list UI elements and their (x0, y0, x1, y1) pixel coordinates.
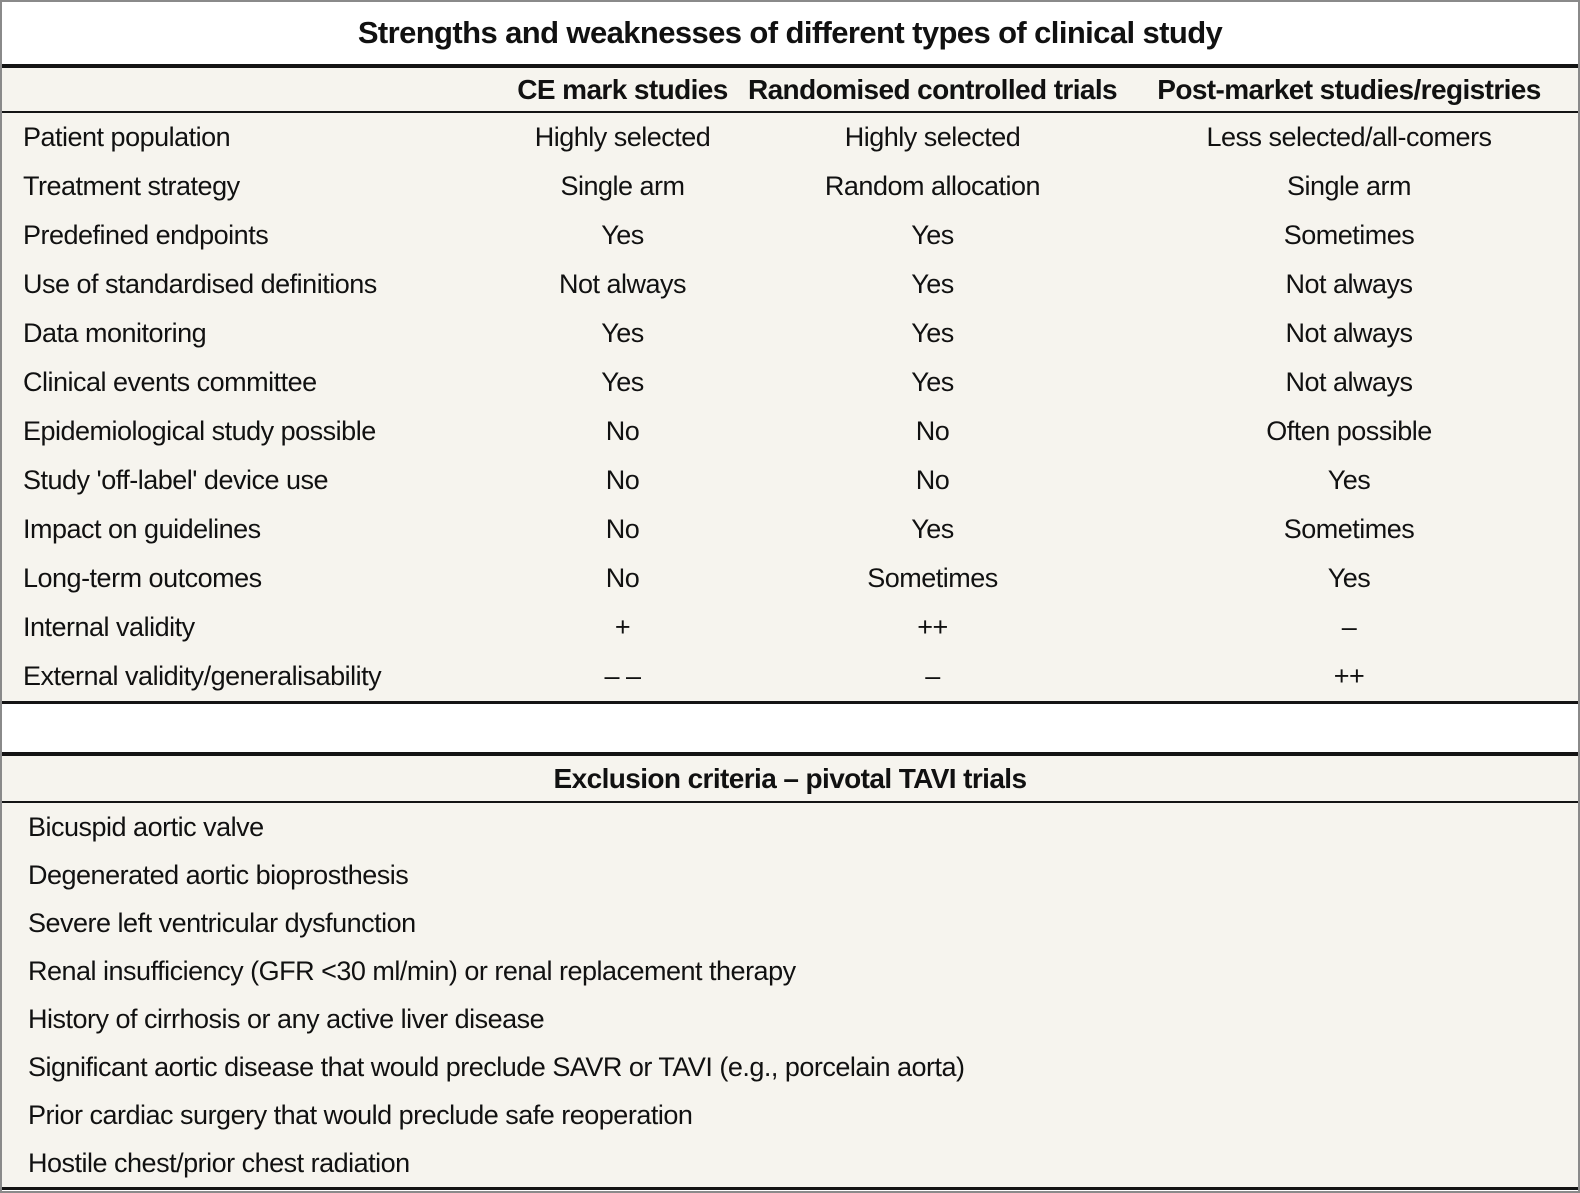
study-table-header-row: CE mark studies Randomised controlled tr… (2, 68, 1578, 113)
cell-value: Single arm (1286, 171, 1412, 201)
column-header-post-market: Post-market studies/registries (1157, 73, 1541, 105)
cell-value: Yes (911, 318, 954, 348)
table-row: Treatment strategy Single arm Random alloc… (2, 162, 1578, 211)
row-label: Data monitoring (23, 318, 207, 348)
cell-value: Yes (911, 514, 954, 544)
row-label: Long-term outcomes (23, 563, 262, 593)
row-label: Clinical events committee (23, 367, 317, 397)
table-row: Patient population Highly selected Highly … (2, 113, 1578, 162)
table-row: Clinical events committee Yes Yes Not alway… (2, 358, 1578, 407)
table-row: Internal validity + ++ – (2, 603, 1578, 652)
cell-value: Random allocation (824, 171, 1041, 201)
cell-value: Yes (911, 220, 954, 250)
row-label: Internal validity (23, 612, 195, 642)
cell-value: Less selected/all-comers (1206, 122, 1492, 152)
cell-value: No (915, 416, 950, 446)
row-label: Epidemiological study possible (23, 416, 376, 446)
cell-value: Highly selected (844, 122, 1021, 152)
study-table-title: Strengths and weaknesses of different ty… (2, 2, 1578, 68)
cell-value: No (605, 514, 640, 544)
cell-value: + (614, 612, 631, 642)
table-row: Long-term outcomes No Sometimes Yes (2, 554, 1578, 603)
list-item: Bicuspid aortic valve (28, 811, 264, 842)
exclusion-table: Exclusion criteria – pivotal TAVI trials… (2, 752, 1578, 1190)
row-label: Impact on guidelines (23, 514, 261, 544)
row-label: Predefined endpoints (23, 220, 269, 250)
row-label: Study 'off-label' device use (23, 465, 329, 495)
column-header-rct: Randomised controlled trials (747, 73, 1118, 105)
cell-value: ++ (1333, 661, 1365, 691)
table-row: Impact on guidelines No Yes Sometimes (2, 505, 1578, 554)
cell-value: Yes (1327, 465, 1371, 495)
list-item: Severe left ventricular dysfunction (28, 907, 416, 938)
cell-value: Sometimes (867, 563, 998, 593)
cell-value: – (925, 661, 940, 691)
table-row: Epidemiological study possible No No Often … (2, 407, 1578, 456)
table-gap (2, 704, 1578, 752)
row-label: Treatment strategy (23, 171, 240, 201)
list-item: Hostile chest/prior chest radiation (28, 1147, 410, 1178)
cell-value: Not always (1285, 318, 1413, 348)
row-label: Use of standardised definitions (23, 269, 377, 299)
cell-value: Yes (911, 269, 954, 299)
cell-value: No (605, 563, 640, 593)
list-item: Degenerated aortic bioprosthesis (28, 859, 409, 890)
cell-value: Yes (911, 367, 954, 397)
row-label: External validity/generalisability (23, 661, 382, 691)
table-row: Predefined endpoints Yes Yes Sometimes (2, 211, 1578, 260)
cell-value: Sometimes (1283, 220, 1415, 250)
table-row: Data monitoring Yes Yes Not always (2, 309, 1578, 358)
cell-value: No (605, 465, 640, 495)
cell-value: Often possible (1266, 416, 1432, 446)
cell-value: ++ (917, 612, 948, 642)
cell-value: – (1341, 612, 1357, 642)
cell-value: Not always (1285, 269, 1413, 299)
list-item: History of cirrhosis or any active liver… (28, 1003, 545, 1034)
table-row: Study 'off-label' device use No No Yes (2, 456, 1578, 505)
cell-value: – – (604, 661, 641, 691)
cell-value: Not always (558, 269, 687, 299)
study-table-body: Patient population Highly selected Highly … (2, 113, 1578, 704)
cell-value: Yes (601, 318, 644, 348)
cell-value: Not always (1285, 367, 1413, 397)
table-row: External validity/generalisability – – – ++ (2, 652, 1578, 701)
cell-value: Highly selected (534, 122, 711, 152)
exclusion-table-body: Bicuspid aortic valve Degenerated aortic … (2, 803, 1578, 1190)
cell-value: Yes (601, 367, 644, 397)
list-item: Renal insufficiency (GFR <30 ml/min) or … (28, 955, 796, 986)
study-table: Strengths and weaknesses of different ty… (2, 2, 1578, 704)
column-header-ce-mark: CE mark studies (517, 73, 728, 105)
cell-value: Yes (1327, 563, 1371, 593)
cell-value: Sometimes (1283, 514, 1415, 544)
list-item: Significant aortic disease that would pr… (28, 1051, 965, 1082)
list-item: Prior cardiac surgery that would preclud… (28, 1099, 693, 1130)
exclusion-table-title: Exclusion criteria – pivotal TAVI trials (2, 756, 1578, 803)
cell-value: No (605, 416, 640, 446)
table-row: Use of standardised definitions Not alway… (2, 260, 1578, 309)
cell-value: No (915, 465, 950, 495)
row-label: Patient population (23, 122, 231, 152)
cell-value: Single arm (560, 171, 685, 201)
cell-value: Yes (601, 220, 644, 250)
